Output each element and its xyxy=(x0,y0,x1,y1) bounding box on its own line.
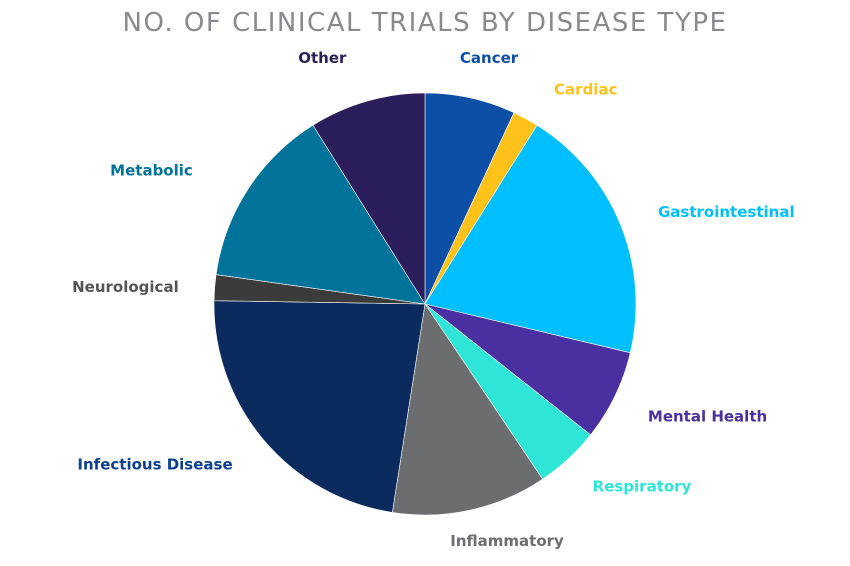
pie-label-respiratory: Respiratory xyxy=(593,477,692,495)
pie-labels: Cancer Cardiac Gastrointestinal Mental Heal… xyxy=(72,49,794,550)
pie-label-neurological: Neurological xyxy=(72,278,179,296)
pie-slice-inflammatory xyxy=(391,303,543,516)
chart-title: NO. OF CLINICAL TRIALS BY DISEASE TYPE xyxy=(122,8,728,38)
pie-label-cancer: Cancer xyxy=(460,49,519,67)
pie-label-other: Other xyxy=(298,49,347,67)
pie-slice-metabolic xyxy=(215,124,426,305)
pie-label-mental-health: Mental Health xyxy=(648,408,767,426)
pie-slice-gastrointestinal xyxy=(424,124,637,354)
pie-label-metabolic: Metabolic xyxy=(110,161,193,179)
pie-slices xyxy=(213,92,637,516)
pie-label-infectious-disease: Infectious Disease xyxy=(77,456,232,474)
pie-slice-infectious-disease xyxy=(213,300,426,513)
pie-label-gastrointestinal: Gastrointestinal xyxy=(658,203,795,221)
pie-label-inflammatory: Inflammatory xyxy=(450,532,564,550)
pie-slice-other xyxy=(312,92,426,306)
pie-label-cardiac: Cardiac xyxy=(554,81,617,99)
